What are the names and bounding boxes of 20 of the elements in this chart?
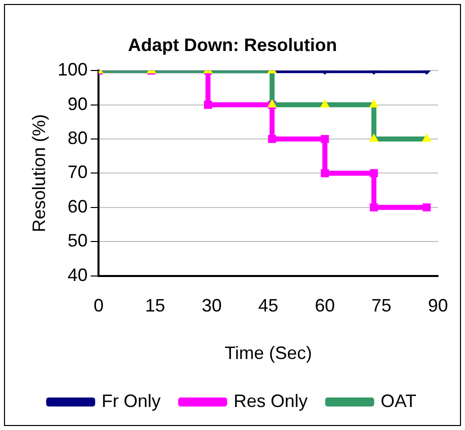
x-tick-label: 75	[371, 296, 392, 316]
y-tick-label: 40	[68, 264, 88, 285]
legend-label: OAT	[380, 390, 416, 411]
legend-label: Fr Only	[102, 390, 161, 411]
x-tick-label: 0	[94, 296, 104, 316]
y-axis-title: Resolution (%)	[28, 114, 49, 232]
legend-label: Res Only	[234, 390, 308, 411]
y-tick-label: 60	[68, 196, 88, 216]
y-tick-label: 70	[68, 162, 88, 182]
x-tick-label: 60	[314, 296, 335, 316]
y-tick-label: 100	[58, 60, 88, 80]
x-tick-label: 45	[258, 296, 278, 316]
y-tick-label: 50	[68, 230, 88, 251]
x-tick-label: 30	[202, 296, 222, 316]
x-axis-title: Time (Sec)	[224, 343, 312, 364]
chart-title: Adapt Down: Resolution	[128, 34, 337, 55]
y-tick-label: 90	[68, 94, 88, 114]
x-tick-label: 90	[428, 296, 448, 316]
x-tick-label: 15	[145, 296, 166, 316]
y-tick-label: 80	[68, 128, 88, 148]
